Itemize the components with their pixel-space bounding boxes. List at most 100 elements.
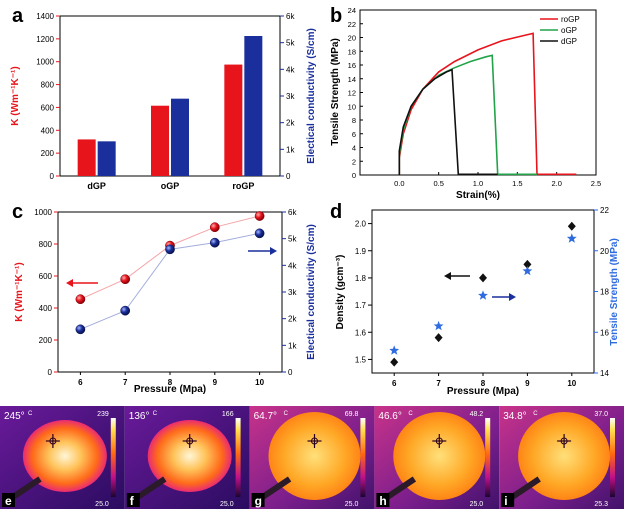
chart-b-xtick-label: 2.0	[551, 179, 561, 188]
thermal-panel-letter: h	[379, 494, 386, 508]
chart-c-ytick-label: 0	[48, 368, 53, 377]
chart-c-line-k	[80, 215, 260, 300]
chart-c-point-conductivity	[120, 305, 131, 316]
chart-a-bar-k	[151, 105, 169, 176]
chart-b-ytick-label: 24	[348, 6, 356, 15]
chart-d-y2tick-label: 18	[600, 288, 609, 297]
chart-c-ytick-label: 400	[39, 304, 53, 313]
thermal-letter-bg	[376, 493, 390, 507]
thermal-panel-e: 245° C 239 25.0 e	[0, 406, 125, 509]
chart-b-ytick-label: 16	[348, 61, 356, 70]
chart-d-xtick-label: 10	[567, 379, 576, 388]
chart-c-y2tick-label: 0	[288, 368, 293, 377]
chart-b-ytick-label: 2	[352, 157, 356, 166]
chart-c-ylabel: K (Wm⁻¹K⁻¹)	[14, 262, 25, 321]
chart-c-point-k	[75, 294, 86, 305]
chart-d-y2label: Tensile Strength (MPa)	[609, 238, 620, 346]
thermal-hotspot	[147, 420, 232, 492]
crosshair-ring	[435, 437, 443, 445]
thermal-scale-min: 25.0	[470, 501, 484, 508]
chart-d-y2tick-label: 22	[600, 206, 609, 215]
chart-d: 1.5 1.6 1.7 1.8 1.9 2.0 14 16 18 20 22 6 7 8 9 10 Pre…	[335, 206, 620, 397]
crosshair-ring	[310, 437, 318, 445]
chart-a-bar-k	[77, 139, 96, 176]
thermal-panel-letter: e	[5, 494, 12, 508]
thermal-colorscale	[235, 418, 241, 497]
thermal-scale-max: 166	[222, 411, 234, 418]
chart-d-xtick-label: 7	[436, 379, 441, 388]
chart-a-ytick-label: 800	[41, 81, 55, 90]
chart-d-black-arrowhead	[444, 272, 451, 280]
thermal-hotspot	[518, 412, 611, 500]
thermal-colorscale	[610, 418, 615, 497]
chart-a-y2tick-label: 4k	[286, 65, 295, 74]
panel-letter-a: a	[12, 5, 24, 27]
thermal-temp-reading: 34.8°	[503, 411, 526, 422]
thermal-colorscale	[485, 418, 491, 497]
chart-b-legend-label-roGP: roGP	[561, 15, 580, 24]
thermal-panel-f: 136° C 166 25.0 f	[124, 406, 250, 509]
thermal-temp-unit: C	[153, 411, 158, 417]
crosshair-ring	[560, 437, 568, 445]
chart-a-bar-k	[224, 64, 243, 176]
chart-c-ytick-label: 200	[39, 336, 53, 345]
thermal-colorscale	[360, 418, 366, 497]
chart-a-ytick-label: 400	[41, 126, 55, 135]
chart-d-point-density	[479, 273, 487, 283]
chart-b-ytick-label: 10	[348, 102, 356, 111]
chart-c-y2tick-label: 1k	[288, 341, 297, 350]
chart-d-point-tensile	[566, 233, 577, 243]
chart-b-xtick-label: 0.0	[394, 179, 404, 188]
chart-b-ytick-label: 6	[352, 130, 356, 139]
chart-a-ytick-label: 0	[50, 172, 55, 181]
thermal-panel-h: 46.6° C 48.2 25.0 h	[374, 406, 500, 509]
thermal-temp-unit: C	[284, 411, 289, 417]
chart-c-ytick-label: 600	[39, 272, 53, 281]
chart-b-ytick-label: 0	[352, 171, 356, 180]
chart-d-point-tensile	[389, 345, 400, 355]
thermal-hotspot	[268, 412, 361, 500]
crosshair-ring	[186, 437, 194, 445]
chart-d-point-density	[567, 221, 576, 231]
chart-b-xlabel: Strain(%)	[456, 190, 500, 201]
chart-a-bar-conductivity	[97, 141, 116, 176]
chart-b-xtick-label: 2.5	[591, 179, 601, 188]
chart-c-point-k	[254, 211, 265, 221]
thermal-temp-unit: C	[28, 411, 33, 417]
chart-a-ylabel: K (Wm⁻¹K⁻¹)	[10, 66, 21, 125]
thermal-panel-i: 34.8° C 37.0 25.3 i	[499, 406, 624, 509]
chart-c-point-conductivity	[209, 237, 220, 248]
chart-c-y2tick-label: 5k	[288, 235, 297, 244]
chart-b-ytick-label: 22	[348, 20, 356, 29]
chart-b-ytick-label: 14	[348, 75, 356, 84]
chart-d-xtick-label: 9	[525, 379, 530, 388]
chart-a-y2tick-label: 5k	[286, 39, 295, 48]
chart-b-xtick-label: 0.5	[433, 179, 443, 188]
chart-a-ytick-label: 200	[41, 149, 55, 158]
chart-b-ytick-label: 18	[348, 47, 356, 56]
chart-a-ytick-label: 1000	[36, 58, 54, 67]
chart-b-line-roGP	[398, 32, 577, 176]
chart-d-point-tensile	[522, 265, 533, 276]
chart-d-y2tick-label: 20	[600, 247, 609, 256]
chart-c: 0 200 400 600 800 1000 0 1k 2k 3k 4k 5k 6k 6 7 8 9 10 P…	[14, 208, 317, 395]
thermal-scale-min: 25.3	[594, 501, 608, 508]
chart-c-y2tick-label: 4k	[288, 261, 297, 270]
thermal-scale-max: 48.2	[470, 411, 484, 418]
thermal-scale-min: 25.0	[95, 501, 109, 508]
chart-c-xtick-label: 7	[123, 378, 128, 387]
chart-c-blue-arrowhead	[270, 247, 277, 255]
chart-d-xtick-label: 6	[392, 379, 397, 388]
chart-a-y2tick-label: 1k	[286, 145, 295, 154]
chart-b-ytick-label: 12	[348, 89, 356, 98]
thermal-scale-max: 239	[97, 411, 109, 418]
panel-letter-d: d	[330, 201, 342, 223]
chart-a-y2tick-label: 0	[286, 172, 291, 181]
thermal-temp-reading: 64.7°	[254, 411, 277, 422]
chart-c-y2tick-label: 6k	[288, 208, 297, 217]
chart-b-legend-label-oGP: oGP	[561, 26, 577, 35]
chart-c-ytick-label: 800	[39, 240, 53, 249]
chart-d-blue-arrowhead	[509, 293, 516, 301]
chart-b-xtick-label: 1.0	[473, 179, 483, 188]
